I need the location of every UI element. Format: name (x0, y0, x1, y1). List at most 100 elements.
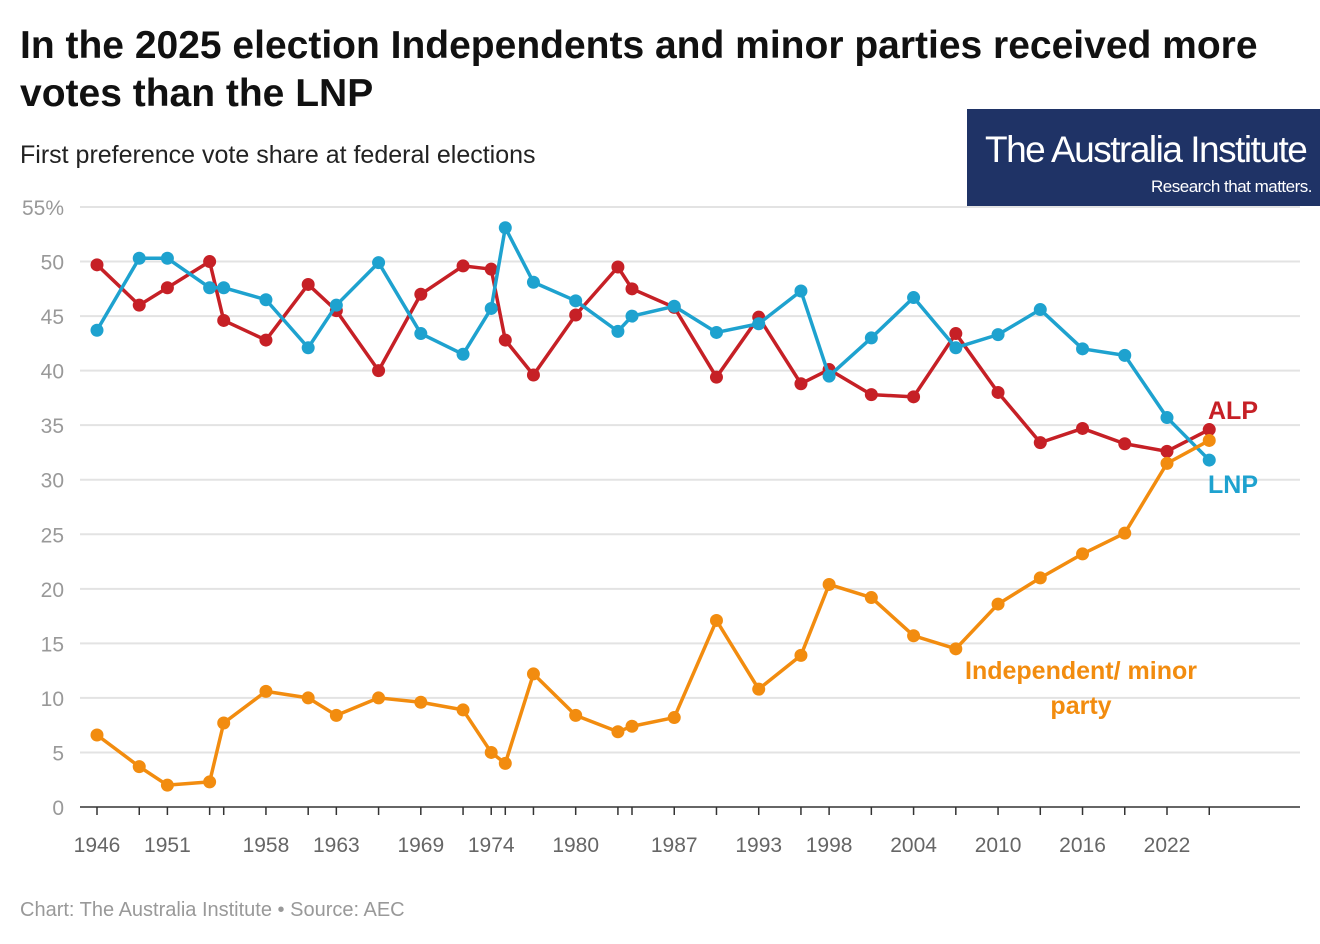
alp-point (709, 370, 723, 384)
independent-minor-party-point (160, 778, 174, 792)
australia-institute-logo: The Australia Institute Research that ma… (967, 109, 1320, 206)
chart-title: In the 2025 election Independents and mi… (20, 24, 1258, 115)
alp-point (498, 333, 512, 347)
independent-minor-party-point (1202, 433, 1216, 447)
x-tick-label: 1974 (468, 834, 515, 857)
alp-point (1202, 423, 1216, 437)
lnp-series-label: LNP (1208, 471, 1258, 499)
lnp-point (132, 251, 146, 265)
alp-point (1076, 421, 1090, 435)
alp-point (456, 259, 470, 273)
y-tick-label: 30 (41, 470, 64, 493)
lnp-point (90, 323, 104, 337)
alp-point (90, 258, 104, 272)
x-tick-label: 1998 (806, 834, 853, 857)
x-tick-label: 1963 (313, 834, 360, 857)
y-tick-label: 15 (41, 633, 64, 656)
y-tick-label: 50 (41, 252, 64, 275)
x-tick-label: 2022 (1144, 834, 1191, 857)
independent-minor-series-label: Independent/ minor (965, 657, 1197, 685)
lnp-point (611, 324, 625, 338)
lnp-point (1160, 411, 1174, 425)
alp-point (203, 255, 217, 269)
independent-minor-party-point (1033, 571, 1047, 585)
lnp-point (794, 284, 808, 298)
independent-minor-party-point (949, 642, 963, 656)
independent-minor-party-point (372, 691, 386, 705)
x-tick-label: 2016 (1059, 834, 1106, 857)
lnp-point (372, 256, 386, 270)
alp-point (160, 281, 174, 295)
alp-point (217, 313, 231, 327)
lnp-point (259, 293, 273, 307)
alp-point (949, 327, 963, 341)
independent-minor-party-point (822, 577, 836, 591)
lnp-point (484, 301, 498, 315)
x-tick-label: 2010 (975, 834, 1022, 857)
x-tick-label: 2004 (890, 834, 937, 857)
alp-line (95, 259, 1211, 454)
independent-minor-party-point (569, 708, 583, 722)
lnp-point (864, 331, 878, 345)
y-tick-label: 45 (41, 306, 64, 329)
independent-minor-party-point (907, 629, 921, 643)
x-tick-label: 1969 (397, 834, 444, 857)
independent-minor-party-point (414, 695, 428, 709)
alp-series-label: ALP (1208, 397, 1258, 425)
lnp-point (203, 281, 217, 295)
independent-minor-party-point (667, 711, 681, 725)
lnp-point (667, 299, 681, 313)
independent-minor-party-point (752, 682, 766, 696)
y-tick-label: 55% (22, 197, 64, 220)
independent-minor-party-point (1076, 547, 1090, 561)
independent-minor-party-point (259, 684, 273, 698)
alp-point (1160, 444, 1174, 458)
alp-point (372, 364, 386, 378)
alp-point (625, 282, 639, 296)
alp-point (991, 385, 1005, 399)
y-tick-label: 5 (52, 742, 64, 765)
lnp-point (625, 309, 639, 323)
lnp-point (991, 328, 1005, 342)
logo-tagline: Research that matters. (1151, 177, 1312, 196)
source-credit: • Source: AEC (277, 899, 405, 921)
alp-point (611, 260, 625, 274)
independent-minor-party-point (484, 745, 498, 759)
x-tick-label: 1946 (74, 834, 121, 857)
independent-minor-party-point (709, 613, 723, 627)
alp-point (259, 333, 273, 347)
lnp-point (949, 341, 963, 355)
independent-minor-party-point (1160, 456, 1174, 470)
independent-minor-party-point (526, 667, 540, 681)
alp-point (1118, 437, 1132, 451)
y-tick-label: 35 (41, 415, 64, 438)
independent-minor-party-point (132, 760, 146, 774)
x-tick-label: 1980 (552, 834, 599, 857)
independent-minor-series-label-line2: party (1050, 692, 1111, 720)
independent-minor-party-point (217, 716, 231, 730)
independent-minor-party-point (90, 728, 104, 742)
alp-point (301, 277, 315, 291)
lnp-point (498, 221, 512, 235)
independent-minor-party-point (794, 648, 808, 662)
lnp-point (414, 327, 428, 341)
alp-point (569, 308, 583, 322)
x-tick-label: 1951 (144, 834, 191, 857)
y-tick-label: 40 (41, 361, 64, 384)
independent-minor-party-point (203, 775, 217, 789)
alp-point (414, 287, 428, 301)
alp-point (907, 390, 921, 404)
alp-point (794, 377, 808, 391)
lnp-point (709, 325, 723, 339)
x-tick-label: 1993 (735, 834, 782, 857)
lnp-point (752, 317, 766, 331)
independent-minor-party-point (625, 719, 639, 733)
alp-point (1033, 436, 1047, 450)
lnp-point (569, 294, 583, 308)
independent-minor-party-point (301, 691, 315, 705)
lnp-point (907, 291, 921, 305)
lnp-point (526, 275, 540, 289)
lnp-point (1118, 348, 1132, 362)
alp-point (132, 298, 146, 312)
